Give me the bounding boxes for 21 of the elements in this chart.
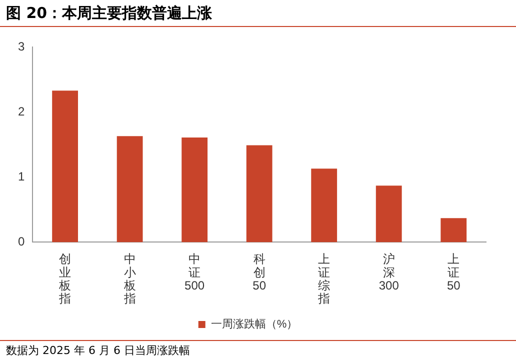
x-tick-label: 创业板指 [58,252,72,306]
x-tick-label: 上证50 [446,252,461,293]
bar [311,168,338,242]
bar [182,137,208,242]
x-tick-label: 科创50 [252,252,266,293]
y-tick-label: 2 [18,104,25,118]
y-tick-label: 0 [18,234,25,249]
x-tick-label: 上证综指 [317,252,330,306]
text: 数据为 2025 年 6 月 6 日当周涨跌幅 [0,340,516,360]
bar [246,145,272,242]
bar [376,186,402,242]
x-tick-label: 中证500 [184,252,205,293]
bar [440,218,467,242]
chart-title: 图 20：本周主要指数普遍上涨 [0,0,516,27]
y-tick-label: 3 [18,39,25,54]
bar [116,136,143,242]
x-tick-label: 沪深300 [378,252,400,293]
x-tick-label: 中小板指 [122,252,136,306]
y-tick-label: 1 [18,169,25,184]
legend-label: 一周涨跌幅（%） [210,318,298,331]
bar [52,90,78,242]
